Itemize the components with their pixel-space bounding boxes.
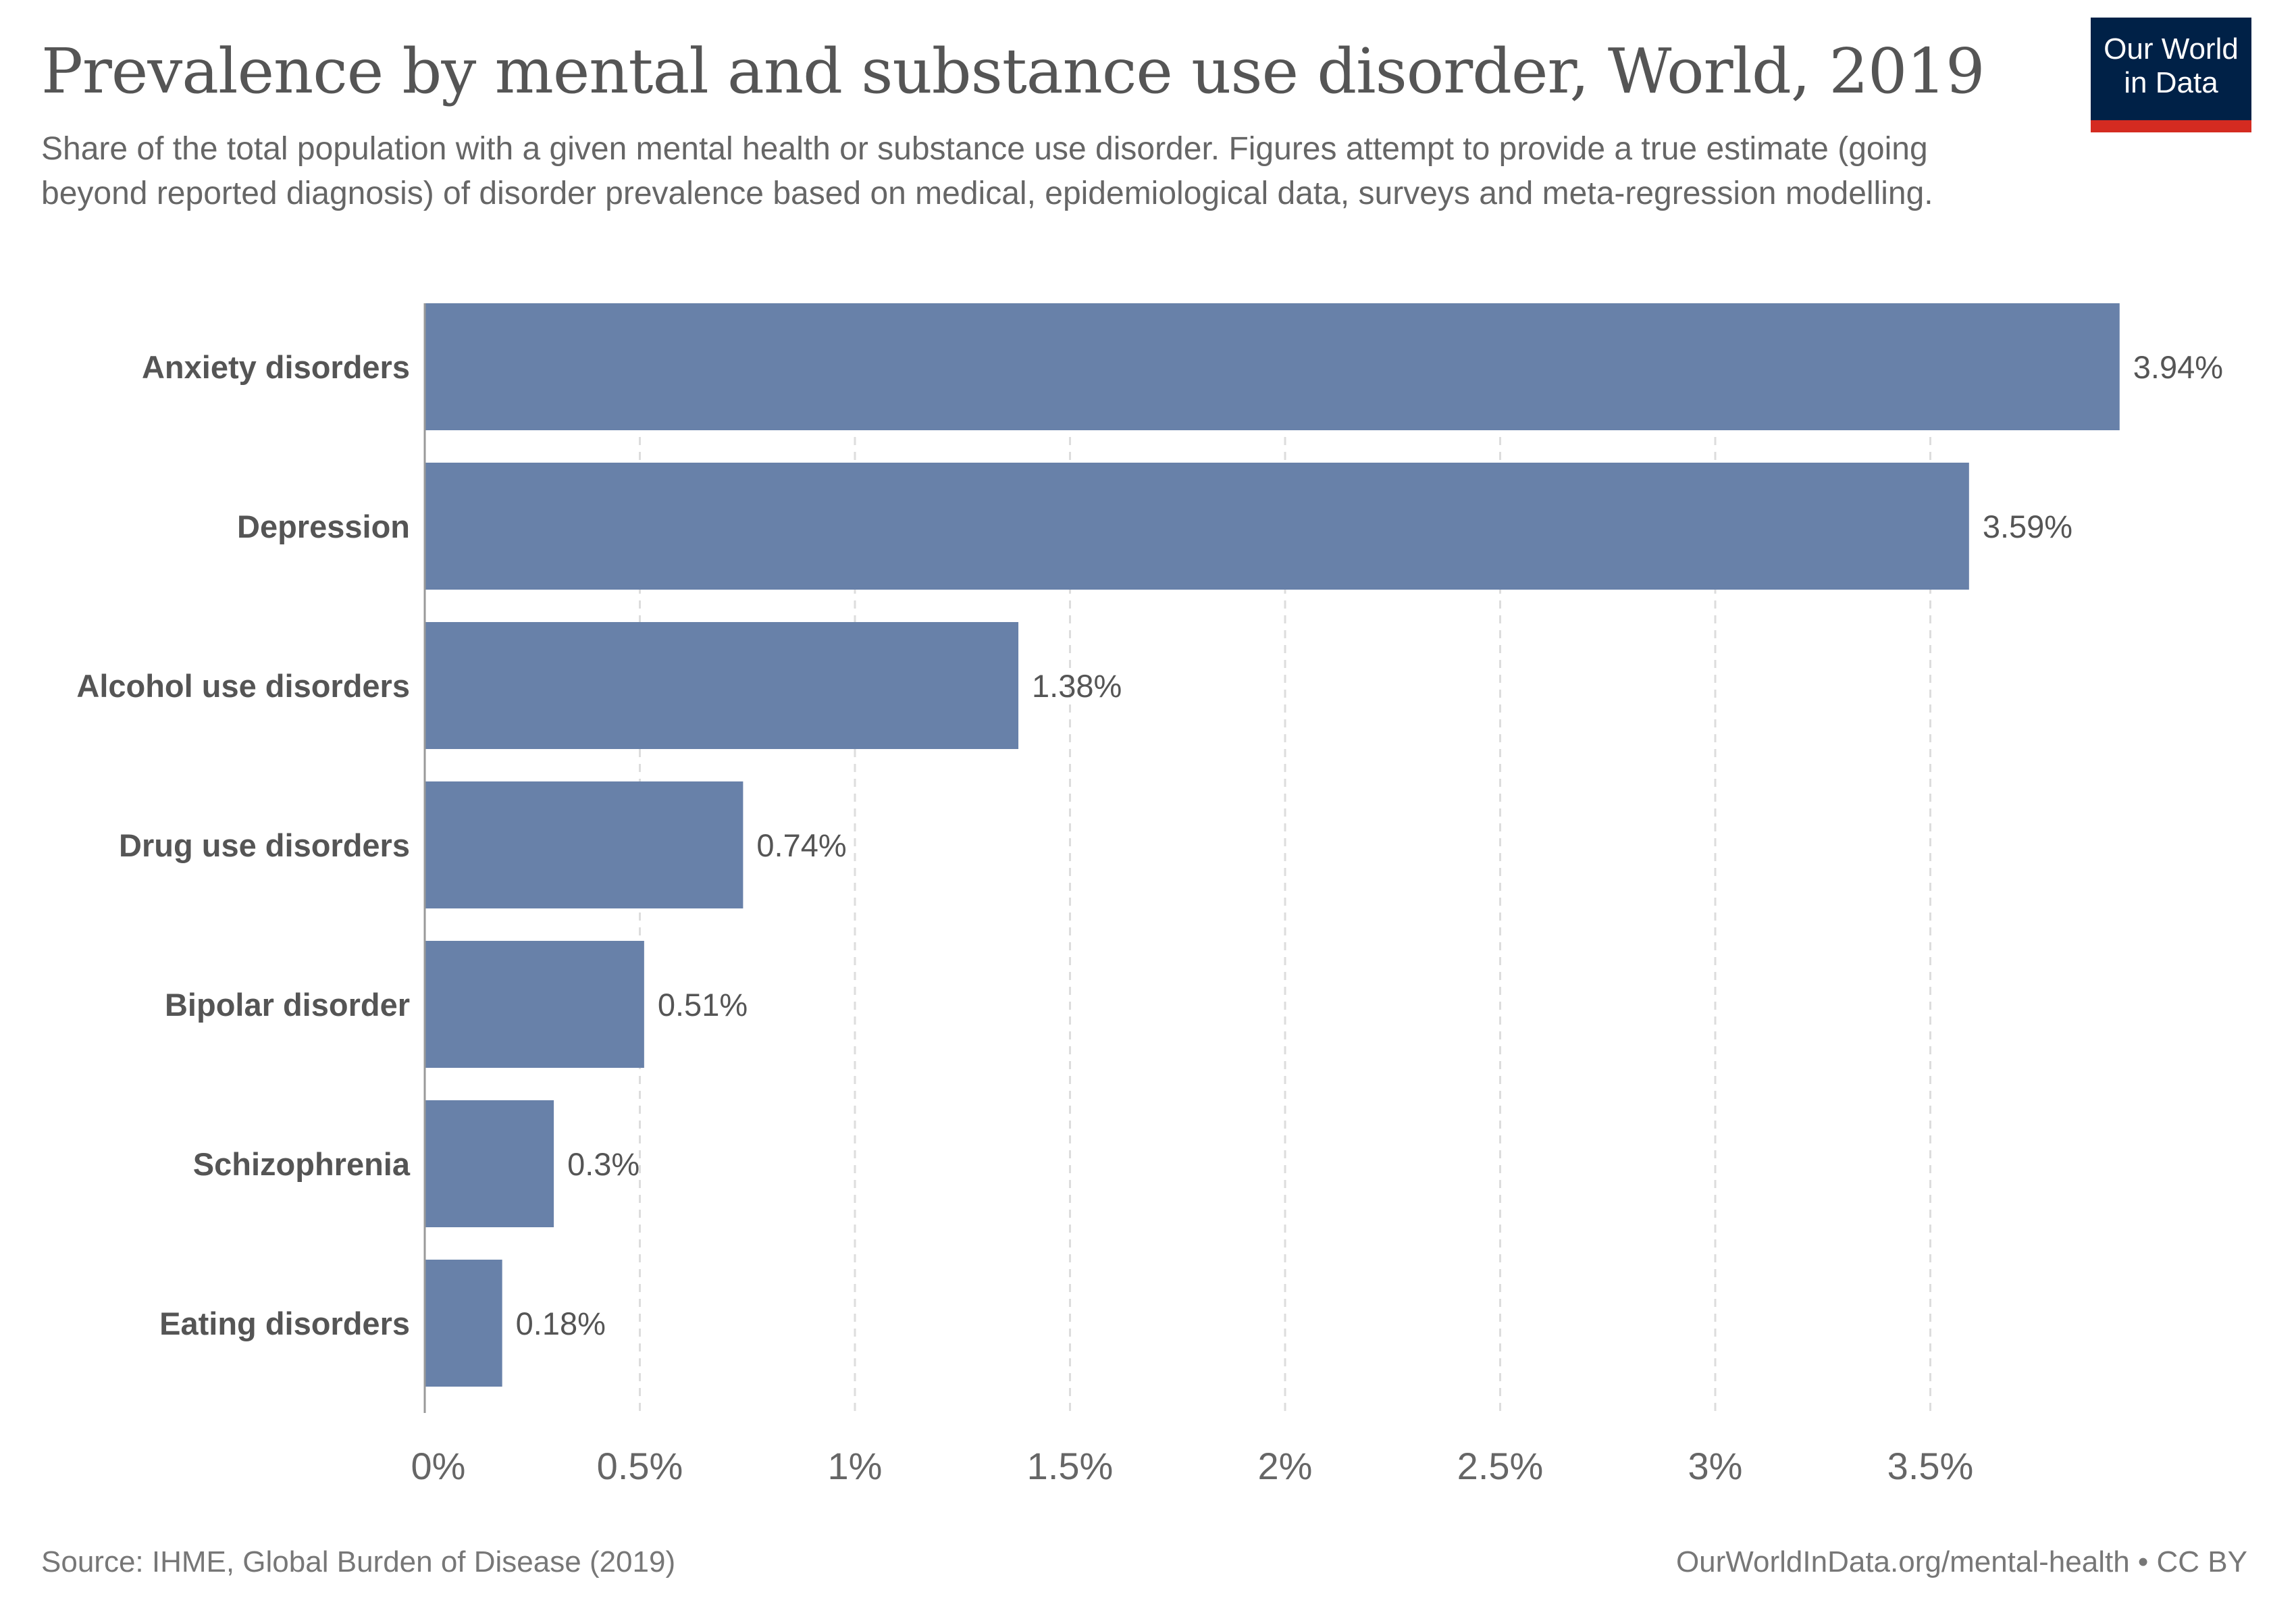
x-tick-label: 0% [411, 1445, 466, 1487]
logo-accent-bar [2091, 120, 2251, 132]
value-label: 3.59% [1983, 509, 2072, 544]
bar [425, 303, 2120, 430]
value-label: 0.74% [756, 827, 846, 863]
category-label: Drug use disorders [119, 827, 410, 863]
category-label: Schizophrenia [193, 1146, 411, 1182]
chart-subtitle: Share of the total population with a giv… [41, 131, 1933, 211]
owid-logo[interactable]: Our World in Data [2091, 18, 2251, 132]
bar [425, 781, 743, 908]
credit-link[interactable]: OurWorldInData.org/mental-health • CC BY [1675, 1545, 2247, 1578]
x-tick-label: 1% [828, 1445, 883, 1487]
bar [425, 1100, 554, 1227]
x-tick-label: 3.5% [1887, 1445, 1974, 1487]
bar [425, 941, 644, 1068]
category-label: Alcohol use disorders [76, 668, 410, 704]
category-label: Anxiety disorders [142, 349, 410, 385]
source-note: Source: IHME, Global Burden of Disease (… [41, 1545, 676, 1578]
bar [425, 622, 1019, 749]
chart-title: Prevalence by mental and substance use d… [41, 35, 1985, 107]
x-tick-label: 0.5% [597, 1445, 683, 1487]
category-label: Depression [237, 509, 410, 544]
category-label: Bipolar disorder [165, 987, 410, 1023]
bar [425, 463, 1969, 590]
value-label: 0.18% [516, 1306, 606, 1341]
value-label: 3.94% [2133, 349, 2223, 385]
x-tick-label: 2.5% [1457, 1445, 1544, 1487]
category-label: Eating disorders [159, 1306, 410, 1341]
value-label: 0.51% [658, 987, 748, 1023]
x-tick-label: 2% [1258, 1445, 1313, 1487]
x-tick-label: 3% [1688, 1445, 1743, 1487]
value-label: 0.3% [567, 1146, 640, 1182]
bar [425, 1260, 502, 1387]
value-label: 1.38% [1032, 668, 1122, 704]
x-tick-label: 1.5% [1027, 1445, 1114, 1487]
